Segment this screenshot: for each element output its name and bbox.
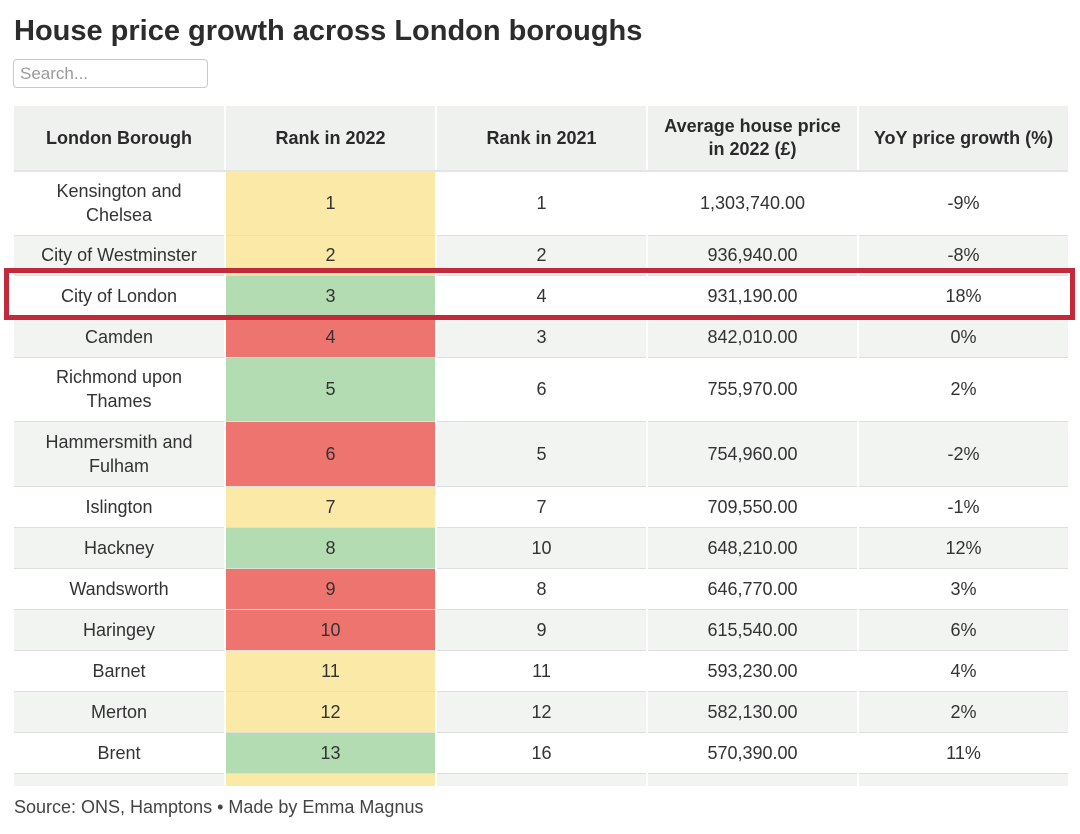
rank-2021-cell: 3 <box>436 316 648 358</box>
average-price-cell: 570,390.00 <box>647 732 859 774</box>
yoy-growth-cell: 4% <box>858 650 1068 692</box>
rank-2022-cell: 1 <box>225 171 437 236</box>
source-footer: Source: ONS, Hamptons • Made by Emma Mag… <box>14 797 424 817</box>
rank-2022-cell: 8 <box>225 527 437 569</box>
rank-2021-cell: 5 <box>436 421 648 487</box>
average-price-cell: 931,190.00 <box>647 275 859 317</box>
borough-cell: City of London <box>14 275 226 317</box>
yoy-growth-cell: 2% <box>858 691 1068 733</box>
average-price-cell: 615,540.00 <box>647 609 859 651</box>
yoy-growth-cell: -9% <box>858 171 1068 236</box>
table-container: London Borough Rank in 2022 Rank in 2021… <box>14 106 1068 786</box>
borough-cell: Haringey <box>14 609 226 651</box>
yoy-growth-cell: 2% <box>858 357 1068 422</box>
partial-cell <box>436 773 648 786</box>
average-price-cell: 936,940.00 <box>647 235 859 276</box>
average-price-cell: 755,970.00 <box>647 357 859 422</box>
partial-cell <box>647 773 859 786</box>
rank-2021-cell: 10 <box>436 527 648 569</box>
borough-cell: Wandsworth <box>14 568 226 610</box>
rank-2022-cell: 3 <box>225 275 437 317</box>
rank-2021-cell: 12 <box>436 691 648 733</box>
borough-cell: Islington <box>14 486 226 528</box>
rank-2021-cell: 8 <box>436 568 648 610</box>
partial-cell <box>858 773 1068 786</box>
average-price-cell: 1,303,740.00 <box>647 171 859 236</box>
average-price-cell: 709,550.00 <box>647 486 859 528</box>
table-row: Islington 7 7 709,550.00 -1% <box>14 486 1068 528</box>
rank-2021-cell: 11 <box>436 650 648 692</box>
table-body: Kensington and Chelsea 1 1 1,303,740.00 -9% C… <box>14 171 1068 786</box>
rank-2021-cell: 1 <box>436 171 648 236</box>
average-price-cell: 646,770.00 <box>647 568 859 610</box>
rank-2022-cell: 2 <box>225 235 437 276</box>
average-price-cell: 648,210.00 <box>647 527 859 569</box>
column-header-rank-2021[interactable]: Rank in 2021 <box>436 106 648 172</box>
rank-2022-cell: 5 <box>225 357 437 422</box>
average-price-cell: 593,230.00 <box>647 650 859 692</box>
average-price-cell: 842,010.00 <box>647 316 859 358</box>
yoy-growth-cell: -2% <box>858 421 1068 487</box>
borough-table: London Borough Rank in 2022 Rank in 2021… <box>14 106 1068 786</box>
rank-2022-cell: 7 <box>225 486 437 528</box>
column-header-rank-2022[interactable]: Rank in 2022 <box>225 106 437 172</box>
search-input[interactable] <box>13 59 208 88</box>
borough-cell: Camden <box>14 316 226 358</box>
rank-2021-cell: 9 <box>436 609 648 651</box>
yoy-growth-cell: -8% <box>858 235 1068 276</box>
borough-cell: Barnet <box>14 650 226 692</box>
yoy-growth-cell: 11% <box>858 732 1068 774</box>
table-row-partial <box>14 773 1068 786</box>
table-row: City of Westminster 2 2 936,940.00 -8% <box>14 235 1068 276</box>
rank-2021-cell: 16 <box>436 732 648 774</box>
borough-cell: City of Westminster <box>14 235 226 276</box>
table-row: Camden 4 3 842,010.00 0% <box>14 316 1068 358</box>
table-row: Hackney 8 10 648,210.00 12% <box>14 527 1068 569</box>
column-header-borough[interactable]: London Borough <box>14 106 226 172</box>
borough-cell: Hammersmith and Fulham <box>14 421 226 487</box>
table-row: Kensington and Chelsea 1 1 1,303,740.00 -9% <box>14 171 1068 236</box>
yoy-growth-cell: 3% <box>858 568 1068 610</box>
column-header-yoy-growth[interactable]: YoY price growth (%) <box>858 106 1068 172</box>
borough-cell: Merton <box>14 691 226 733</box>
table-row: Richmond upon Thames 5 6 755,970.00 2% <box>14 357 1068 422</box>
borough-cell: Brent <box>14 732 226 774</box>
rank-2022-cell: 10 <box>225 609 437 651</box>
rank-2022-cell: 4 <box>225 316 437 358</box>
yoy-growth-cell: 18% <box>858 275 1068 317</box>
table-row-highlighted: City of London 3 4 931,190.00 18% <box>14 275 1068 317</box>
table-header-row: London Borough Rank in 2022 Rank in 2021… <box>14 106 1068 172</box>
rank-2021-cell: 6 <box>436 357 648 422</box>
page-title: House price growth across London borough… <box>14 15 643 47</box>
yoy-growth-cell: 12% <box>858 527 1068 569</box>
rank-2021-cell: 7 <box>436 486 648 528</box>
table-row: Hammersmith and Fulham 6 5 754,960.00 -2% <box>14 421 1068 487</box>
rank-2022-cell: 9 <box>225 568 437 610</box>
table-row: Wandsworth 9 8 646,770.00 3% <box>14 568 1068 610</box>
table-row: Merton 12 12 582,130.00 2% <box>14 691 1068 733</box>
rank-2021-cell: 4 <box>436 275 648 317</box>
rank-2022-cell: 11 <box>225 650 437 692</box>
borough-cell: Kensington and Chelsea <box>14 171 226 236</box>
table-row: Haringey 10 9 615,540.00 6% <box>14 609 1068 651</box>
yoy-growth-cell: 6% <box>858 609 1068 651</box>
rank-2022-cell: 13 <box>225 732 437 774</box>
rank-2022-cell: 12 <box>225 691 437 733</box>
rank-2022-cell: 6 <box>225 421 437 487</box>
yoy-growth-cell: -1% <box>858 486 1068 528</box>
borough-cell: Richmond upon Thames <box>14 357 226 422</box>
partial-cell <box>225 773 437 786</box>
average-price-cell: 582,130.00 <box>647 691 859 733</box>
average-price-cell: 754,960.00 <box>647 421 859 487</box>
yoy-growth-cell: 0% <box>858 316 1068 358</box>
borough-cell: Hackney <box>14 527 226 569</box>
partial-cell <box>14 773 226 786</box>
table-row: Barnet 11 11 593,230.00 4% <box>14 650 1068 692</box>
table-row: Brent 13 16 570,390.00 11% <box>14 732 1068 774</box>
column-header-average-price[interactable]: Average house price in 2022 (£) <box>647 106 859 172</box>
rank-2021-cell: 2 <box>436 235 648 276</box>
